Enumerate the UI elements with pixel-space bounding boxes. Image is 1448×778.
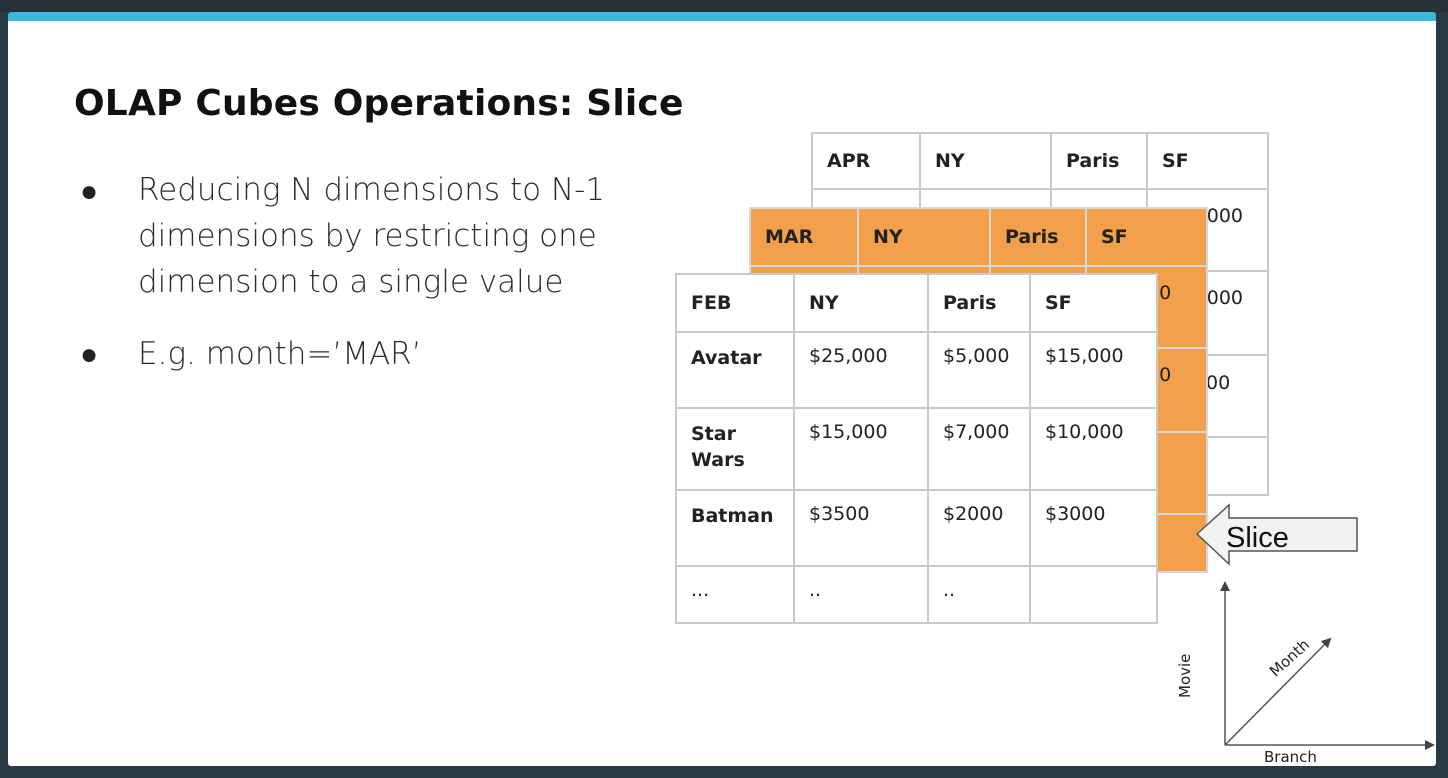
mar-month-header: MAR	[749, 207, 859, 267]
table-row: Batman $3500 $2000 $3000	[675, 489, 1158, 567]
table-cell: $10,000	[1029, 407, 1158, 491]
bullet-icon: ●	[80, 338, 99, 371]
movie-name: Avatar	[675, 331, 795, 409]
slice-label: Slice	[1226, 522, 1289, 554]
slice-arrow-icon	[1195, 503, 1358, 566]
feb-ny-header: NY	[793, 273, 929, 333]
bullet-text-1: Reducing N dimensions to N-1 dimensions …	[138, 172, 606, 300]
apr-sf-header: SF	[1146, 132, 1269, 190]
table-cell: ..	[927, 565, 1031, 624]
table-cell	[1029, 565, 1158, 624]
bullet-icon: ●	[80, 175, 99, 208]
branch-axis-label: Branch	[1264, 748, 1317, 766]
apr-paris-header: Paris	[1050, 132, 1148, 190]
feb-sf-header: SF	[1029, 273, 1158, 333]
table-cell: $3000	[1029, 489, 1158, 567]
movie-name: Star Wars	[675, 407, 795, 491]
apr-month-header: APR	[811, 132, 921, 190]
mar-sf-header: SF	[1085, 207, 1208, 267]
slide-title: OLAP Cubes Operations: Slice	[74, 83, 684, 124]
table-cell: $15,000	[1029, 331, 1158, 409]
table-cell: $25,000	[793, 331, 929, 409]
feb-paris-header: Paris	[927, 273, 1031, 333]
window-top-bar	[0, 0, 1448, 12]
table-cell: $7,000	[927, 407, 1031, 491]
table-cell: $15,000	[793, 407, 929, 491]
movie-axis-label: Movie	[1176, 653, 1194, 698]
table-row: Star Wars $15,000 $7,000 $10,000	[675, 407, 1158, 491]
movie-name: Batman	[675, 489, 795, 567]
feb-month-header: FEB	[675, 273, 795, 333]
table-cell: ..	[793, 565, 929, 624]
table-row: Avatar $25,000 $5,000 $15,000	[675, 331, 1158, 409]
axes-diagram	[1220, 581, 1435, 750]
mar-ny-header: NY	[857, 207, 991, 267]
table-row: ... .. ..	[675, 565, 1158, 624]
feb-table: FEB NY Paris SF Avatar $25,000 $5,000 $1…	[675, 273, 1158, 624]
mar-paris-header: Paris	[989, 207, 1087, 267]
bullet-text-2: E.g. month=’MAR’	[138, 336, 422, 372]
table-cell: ...	[675, 565, 795, 624]
month-axis	[1224, 637, 1332, 746]
apr-ny-header: NY	[919, 132, 1052, 190]
table-cell: $2000	[927, 489, 1031, 567]
table-cell: $5,000	[927, 331, 1031, 409]
slide: OLAP Cubes Operations: Slice ● Reducing …	[8, 12, 1436, 766]
table-cell: $3500	[793, 489, 929, 567]
